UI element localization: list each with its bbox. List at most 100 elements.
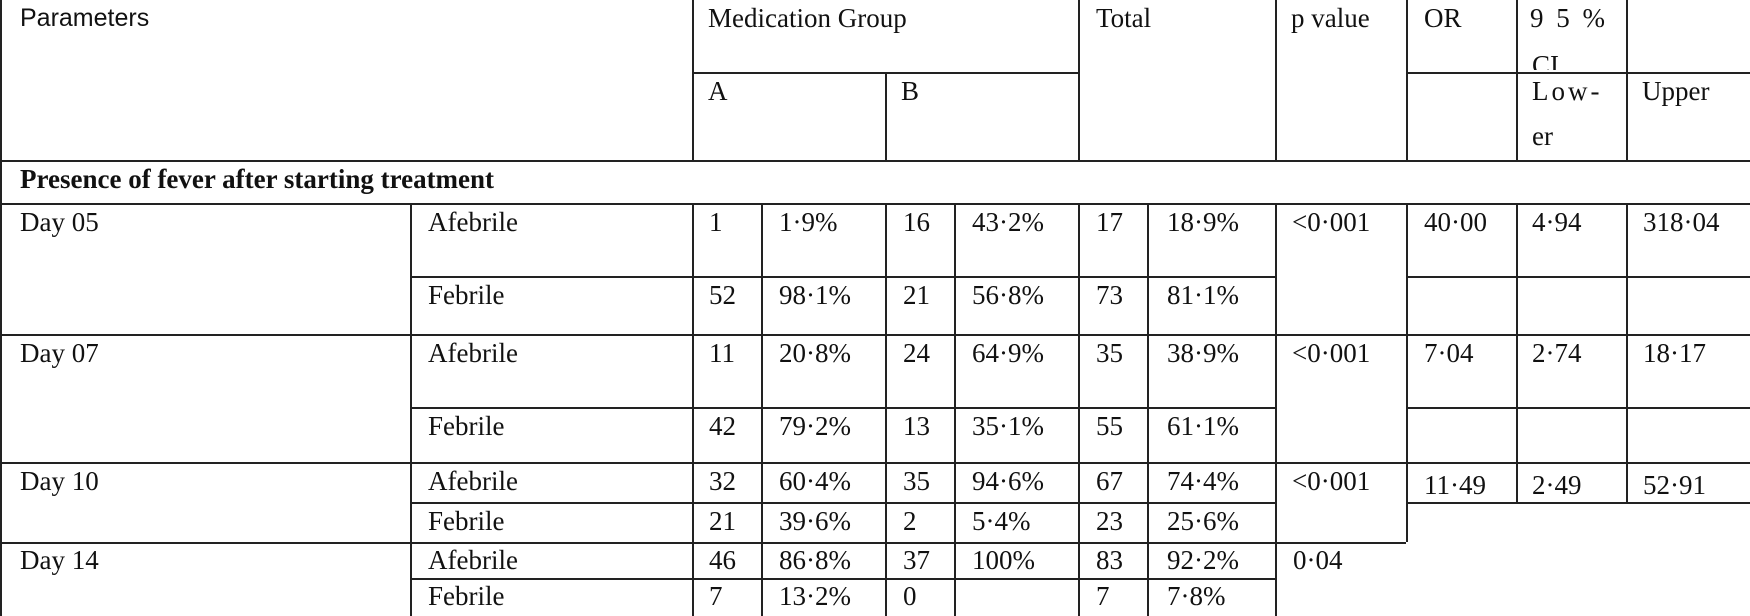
- header-lower-line1: Low-: [1532, 76, 1603, 106]
- rule: [1078, 0, 1080, 160]
- total-count: 7: [1096, 581, 1110, 611]
- status-label: Febrile: [428, 581, 505, 611]
- total-percent: 92·2%: [1167, 545, 1239, 575]
- total-percent: 18·9%: [1167, 207, 1239, 237]
- day-label: Day 05: [20, 207, 99, 237]
- total-count: 55: [1096, 411, 1123, 441]
- group-a-count: 1: [709, 207, 723, 237]
- status-label: Febrile: [428, 506, 505, 536]
- total-count: 17: [1096, 207, 1123, 237]
- rule: [410, 502, 1276, 504]
- group-a-percent: 60·4%: [779, 466, 851, 496]
- rule: [1406, 502, 1750, 504]
- header-lower-line2: er: [1532, 121, 1553, 151]
- header-ci-line1: 9 5 %: [1530, 3, 1608, 33]
- rule: [1078, 203, 1080, 616]
- group-b-count: 13: [903, 411, 930, 441]
- rule: [410, 276, 1276, 278]
- header-upper: Upper: [1642, 76, 1710, 106]
- odds-ratio: 7·04: [1424, 338, 1474, 368]
- header-total: Total: [1096, 3, 1152, 33]
- rule: [1406, 72, 1750, 74]
- group-b-count: 37: [903, 545, 930, 575]
- header-group-b: B: [901, 76, 920, 106]
- total-count: 35: [1096, 338, 1123, 368]
- status-label: Afebrile: [428, 338, 518, 368]
- rule: [1406, 276, 1750, 278]
- p-value: <0·001: [1292, 466, 1371, 496]
- group-b-count: 0: [903, 581, 917, 611]
- section-title: Presence of fever after starting treatme…: [20, 164, 495, 194]
- header-p-value: p value: [1291, 3, 1370, 33]
- rule: [1626, 0, 1628, 160]
- total-count: 67: [1096, 466, 1123, 496]
- rule: [1516, 203, 1518, 502]
- rule: [0, 0, 2, 616]
- group-a-count: 42: [709, 411, 736, 441]
- rule: [761, 203, 763, 616]
- group-a-count: 11: [709, 338, 735, 368]
- rule: [1147, 203, 1149, 616]
- rule: [1406, 203, 1408, 542]
- ci-upper: 318·04: [1643, 207, 1720, 237]
- header-parameters: Parameters: [20, 4, 150, 32]
- rule: [1275, 203, 1277, 616]
- header-ci-line2: CI: [1532, 50, 1559, 70]
- rule: [1406, 407, 1750, 409]
- rule: [1516, 0, 1518, 160]
- group-a-count: 21: [709, 506, 736, 536]
- group-a-percent: 86·8%: [779, 545, 851, 575]
- rule: [1626, 203, 1628, 502]
- rule: [0, 462, 1750, 464]
- rule: [0, 334, 1750, 336]
- total-percent: 7·8%: [1167, 581, 1226, 611]
- group-b-count: 35: [903, 466, 930, 496]
- p-value: <0·001: [1292, 338, 1371, 368]
- day-label: Day 10: [20, 466, 99, 496]
- ci-upper: 52·91: [1643, 470, 1706, 500]
- group-b-count: 16: [903, 207, 930, 237]
- group-a-percent: 98·1%: [779, 280, 851, 310]
- group-a-count: 52: [709, 280, 736, 310]
- rule: [410, 407, 1276, 409]
- group-b-percent: 56·8%: [972, 280, 1044, 310]
- total-percent: 81·1%: [1167, 280, 1239, 310]
- total-percent: 25·6%: [1167, 506, 1239, 536]
- day-label: Day 14: [20, 545, 99, 575]
- group-a-percent: 13·2%: [779, 581, 851, 611]
- total-count: 73: [1096, 280, 1123, 310]
- status-label: Febrile: [428, 411, 505, 441]
- ci-lower: 4·94: [1532, 207, 1582, 237]
- rule: [1406, 0, 1408, 160]
- group-b-percent: 94·6%: [972, 466, 1044, 496]
- rule: [885, 203, 887, 616]
- header-medication-group: Medication Group: [708, 3, 907, 33]
- odds-ratio: 40·00: [1424, 207, 1487, 237]
- ci-lower: 2·74: [1532, 338, 1582, 368]
- rule: [0, 160, 1750, 162]
- group-a-percent: 1·9%: [779, 207, 838, 237]
- group-b-count: 2: [903, 506, 917, 536]
- rule: [0, 203, 1750, 205]
- total-percent: 74·4%: [1167, 466, 1239, 496]
- total-percent: 38·9%: [1167, 338, 1239, 368]
- ci-lower: 2·49: [1532, 470, 1582, 500]
- rule: [0, 542, 1406, 544]
- group-a-percent: 39·6%: [779, 506, 851, 536]
- ci-upper: 18·17: [1643, 338, 1706, 368]
- rule: [954, 203, 956, 616]
- day-label: Day 07: [20, 338, 99, 368]
- rule: [692, 203, 694, 616]
- rule: [692, 0, 694, 160]
- header-or: OR: [1424, 3, 1462, 33]
- p-value: <0·001: [1292, 207, 1371, 237]
- group-a-percent: 20·8%: [779, 338, 851, 368]
- group-b-count: 21: [903, 280, 930, 310]
- p-value: 0·04: [1293, 545, 1343, 575]
- status-label: Afebrile: [428, 466, 518, 496]
- group-b-percent: 64·9%: [972, 338, 1044, 368]
- status-label: Afebrile: [428, 545, 518, 575]
- status-label: Febrile: [428, 280, 505, 310]
- group-b-percent: 35·1%: [972, 411, 1044, 441]
